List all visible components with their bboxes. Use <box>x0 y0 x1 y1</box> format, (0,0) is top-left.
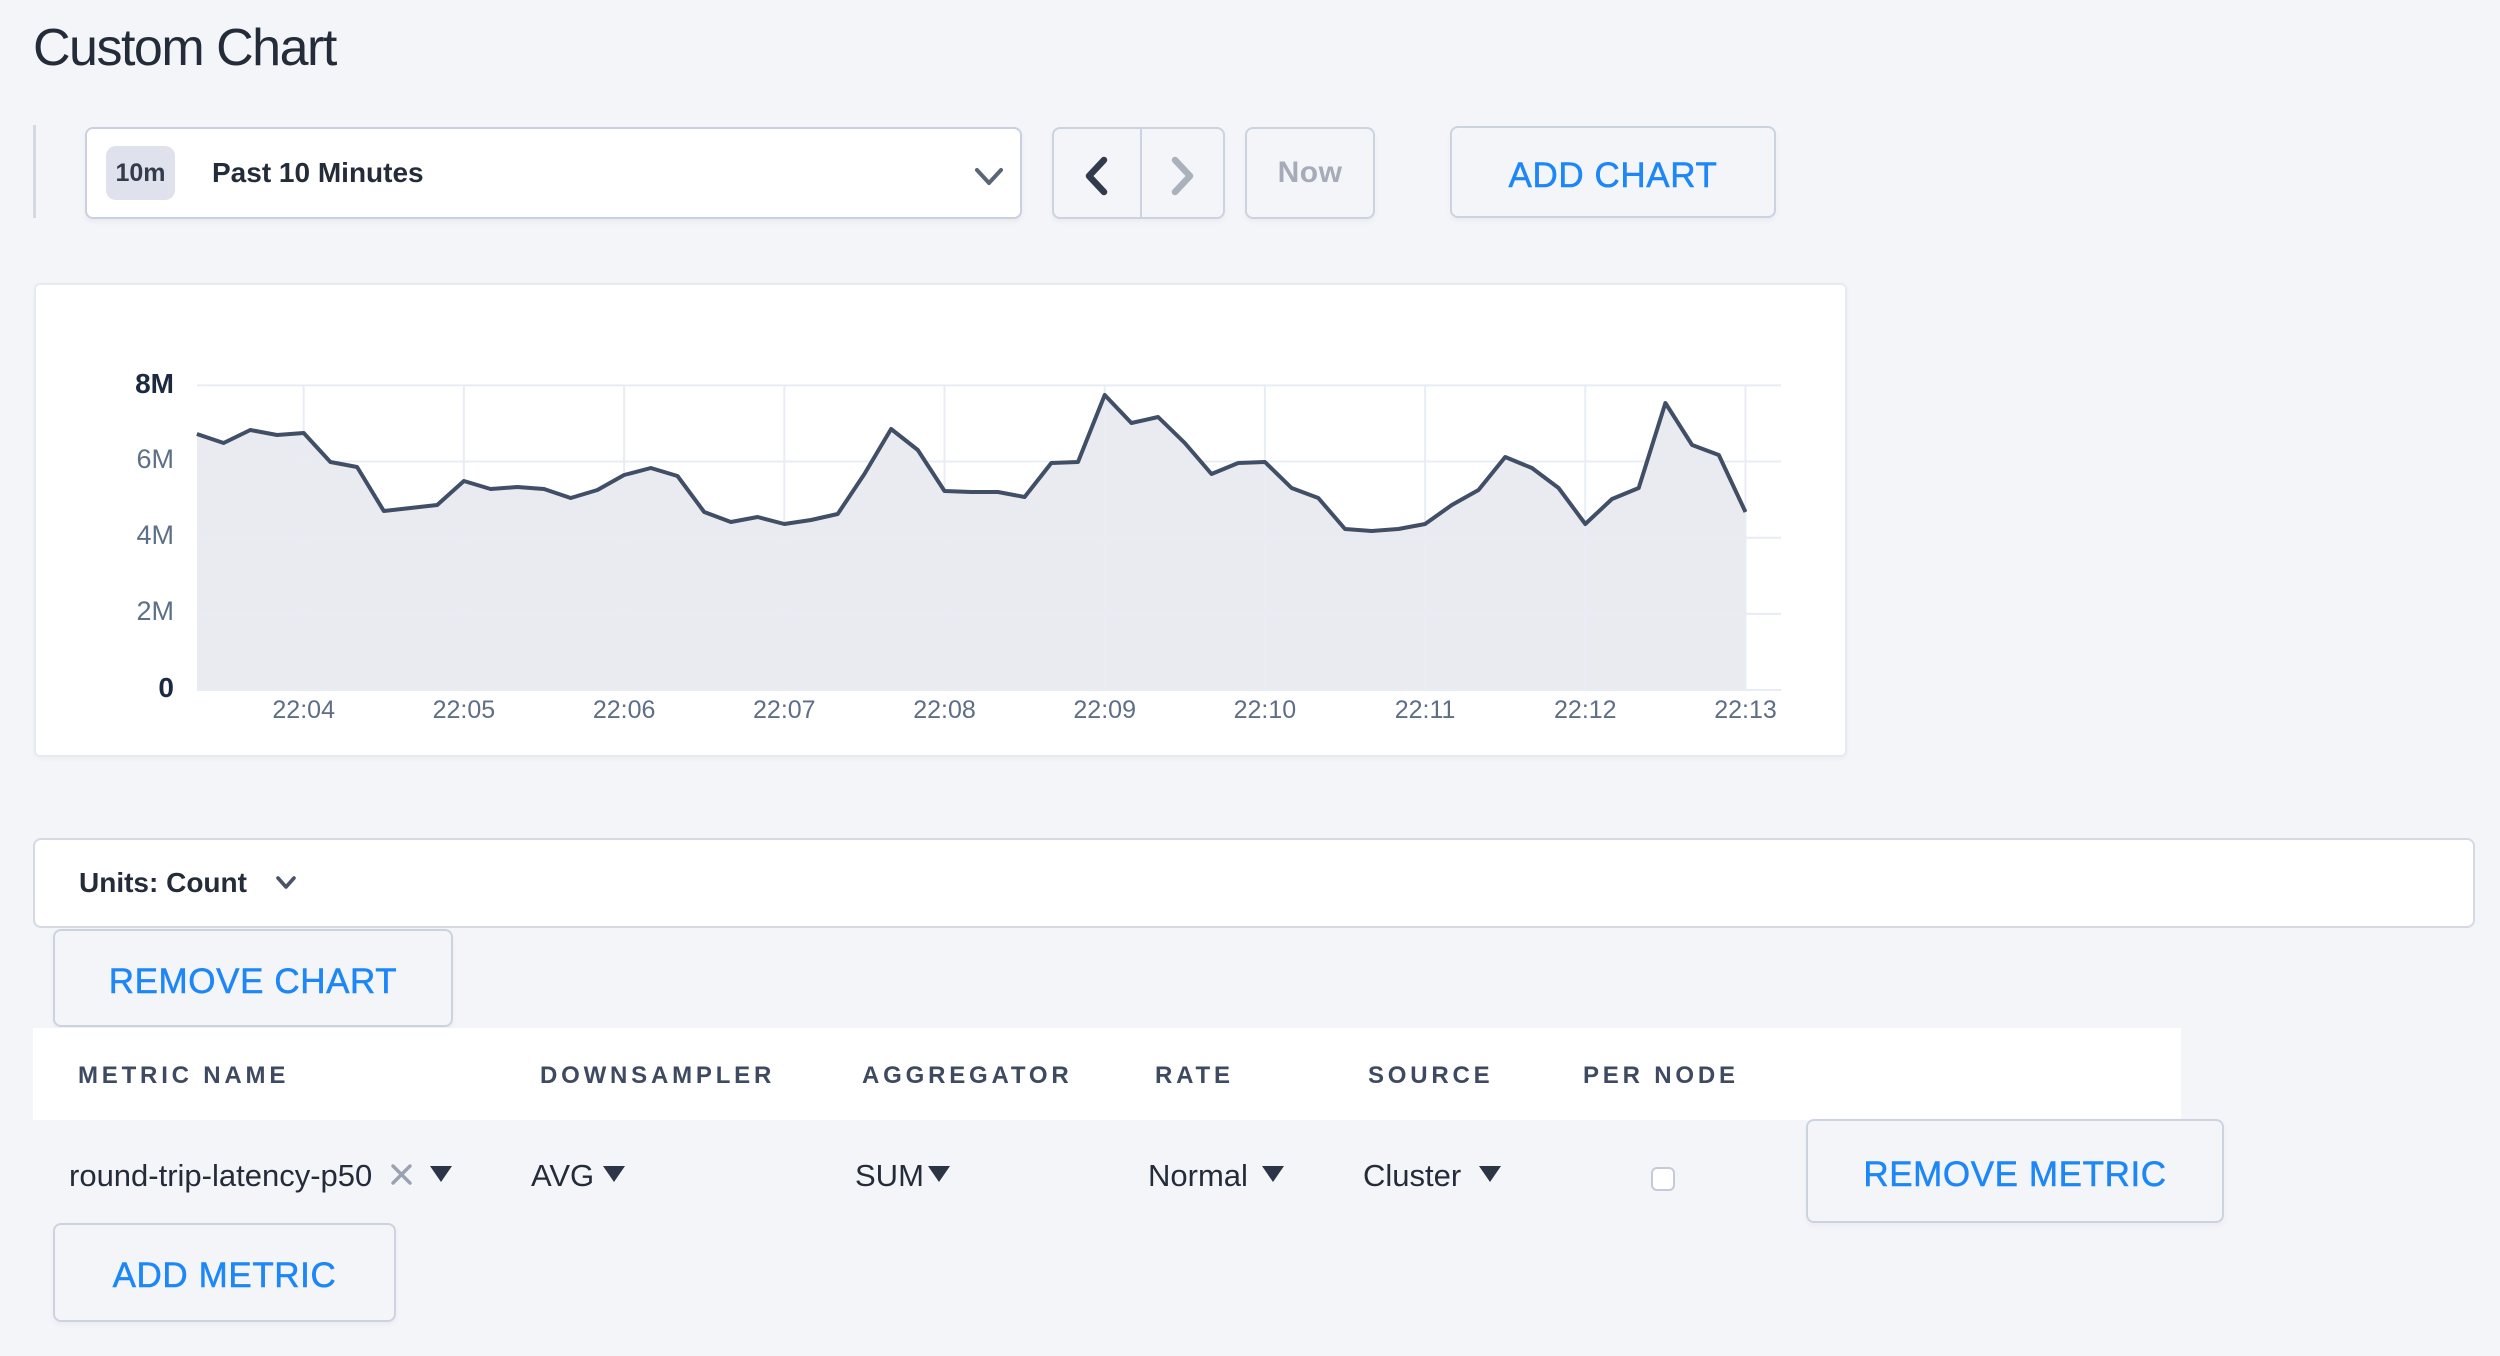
svg-text:8M: 8M <box>135 368 174 399</box>
svg-text:2M: 2M <box>136 596 174 626</box>
svg-text:22:07: 22:07 <box>753 696 816 724</box>
svg-text:0: 0 <box>158 672 174 703</box>
svg-text:6M: 6M <box>136 444 174 474</box>
svg-text:22:05: 22:05 <box>433 696 496 724</box>
svg-text:22:04: 22:04 <box>272 696 335 724</box>
svg-text:4M: 4M <box>136 520 174 550</box>
svg-text:22:09: 22:09 <box>1073 696 1136 724</box>
svg-text:22:10: 22:10 <box>1234 696 1297 724</box>
svg-text:22:13: 22:13 <box>1714 696 1777 724</box>
svg-text:22:11: 22:11 <box>1395 696 1456 724</box>
svg-text:22:06: 22:06 <box>593 696 656 724</box>
svg-text:22:08: 22:08 <box>913 696 976 724</box>
svg-text:22:12: 22:12 <box>1554 696 1617 724</box>
